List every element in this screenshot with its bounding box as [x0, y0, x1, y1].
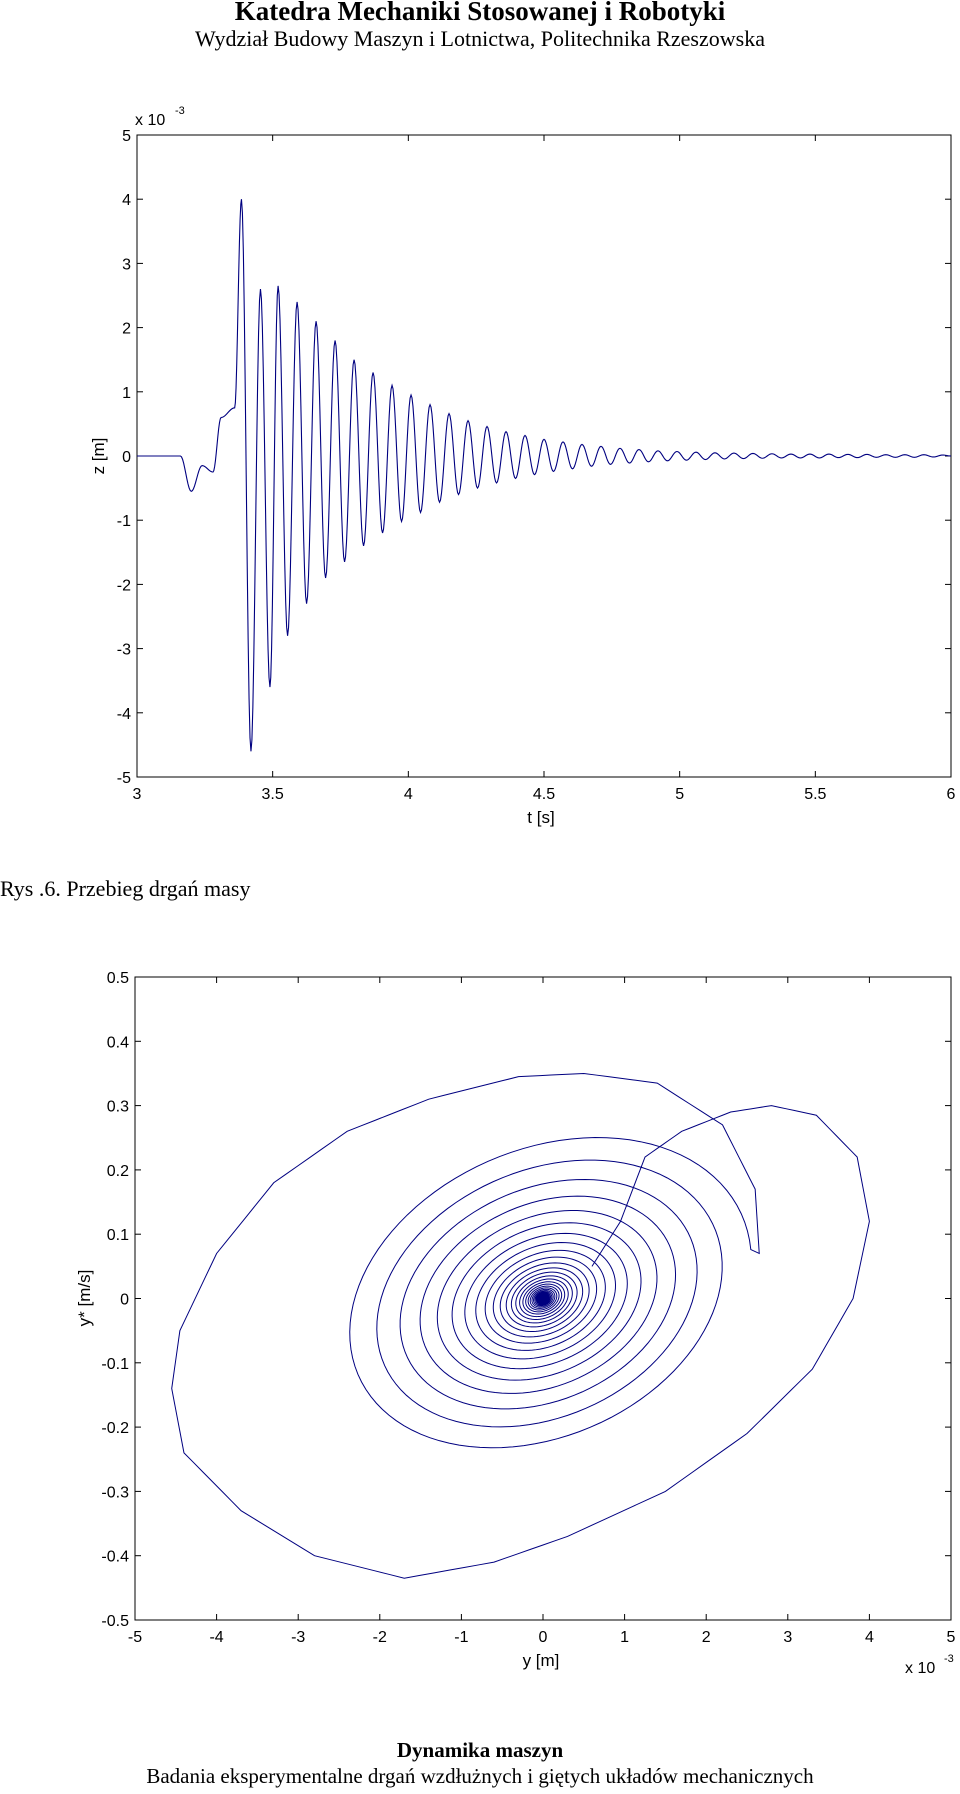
chart2-ytick-label: -0.5 [101, 1613, 129, 1630]
phase-portrait-chart: y* [m/s] y [m] x 10 -3 -5 -4 -3 -2 -1 0 1 2 3 4 5 0… [75, 970, 956, 1677]
chart2-xtick-label: 5 [947, 1629, 956, 1646]
chart2-xtick-label: 2 [702, 1629, 711, 1646]
chart1-ytick-label: -4 [117, 706, 131, 723]
chart2-ytick-label: 0.3 [107, 1099, 129, 1116]
chart1-ytick-label: -2 [117, 577, 131, 594]
chart2-ytick-label: 0.4 [107, 1034, 129, 1051]
chart2-xtick-label: -5 [128, 1629, 142, 1646]
chart2-xtick-label: -1 [454, 1629, 468, 1646]
chart1-ytick-label: 0 [122, 449, 131, 466]
chart2-ytick-label: -0.4 [101, 1549, 129, 1566]
chart1-ytick-label: 1 [122, 385, 131, 402]
chart2-xtick-label: 3 [783, 1629, 792, 1646]
chart1-series-line [137, 199, 952, 752]
header-title: Katedra Mechaniki Stosowanej i Robotyki [234, 0, 726, 26]
chart1-plot-frame [136, 134, 952, 778]
chart2-center-point [539, 1295, 547, 1302]
chart2-xlabel: y [m] [523, 1651, 560, 1670]
chart1-exponent-power: -3 [175, 105, 185, 117]
chart1-xtick-label: 6 [947, 786, 956, 803]
chart2-ytick-label: -0.3 [101, 1484, 129, 1501]
chart1-ytick-label: -3 [117, 642, 131, 659]
chart2-xtick-label: 0 [539, 1629, 548, 1646]
chart1-ytick-label: 4 [122, 192, 131, 209]
chart2-ytick-label: 0 [120, 1292, 129, 1309]
chart1-exponent-label: x 10 [135, 112, 165, 129]
chart2-xtick-label: -2 [373, 1629, 387, 1646]
chart1-xtick-label: 4.5 [533, 786, 555, 803]
figure-caption: Rys .6. Przebieg drgań masy [0, 876, 251, 901]
chart2-ytick-label: -0.1 [101, 1356, 129, 1373]
footer-title: Dynamika maszyn [396, 1738, 564, 1762]
chart2-ytick-label: 0.1 [107, 1227, 129, 1244]
chart1-xtick-label: 3.5 [262, 786, 284, 803]
header-subtitle: Wydział Budowy Maszyn i Lotnictwa, Polit… [195, 26, 765, 51]
chart2-ytick-label: -0.2 [101, 1420, 129, 1437]
chart1-xtick-label: 5 [675, 786, 684, 803]
chart2-xtick-label: 4 [865, 1629, 874, 1646]
chart1-ytick-label: 2 [122, 321, 131, 338]
chart2-ytick-label: 0.5 [107, 970, 129, 987]
chart1-xtick-label: 5.5 [804, 786, 826, 803]
chart2-ytick-label: 0.2 [107, 1163, 129, 1180]
chart1-xlabel: t [s] [527, 808, 554, 827]
chart2-ylabel: y* [m/s] [75, 1270, 94, 1327]
chart2-xtick-label: -3 [291, 1629, 305, 1646]
chart1-ytick-label: 3 [122, 256, 131, 273]
chart1-ytick-label: -1 [117, 513, 131, 530]
displacement-time-chart: x 10 -3 z [m] t [s] 3 3.5 4 4.5 5 5.5 6 5 4 3 2 1 0 -… [89, 105, 956, 827]
chart1-xtick-label: 3 [133, 786, 142, 803]
chart1-ytick-label: 5 [122, 128, 131, 145]
chart1-ytick-label: -5 [117, 770, 131, 787]
chart1-xtick-label: 4 [404, 786, 413, 803]
chart2-exponent-power: -3 [944, 1653, 954, 1665]
chart1-ylabel: z [m] [89, 438, 108, 475]
chart2-xtick-label: 1 [620, 1629, 629, 1646]
chart2-xtick-label: -4 [209, 1629, 223, 1646]
chart2-exponent-label: x 10 [905, 1660, 935, 1677]
footer-subtitle: Badania eksperymentalne drgań wzdłużnych… [146, 1764, 814, 1788]
chart2-series-line [171, 1072, 870, 1579]
